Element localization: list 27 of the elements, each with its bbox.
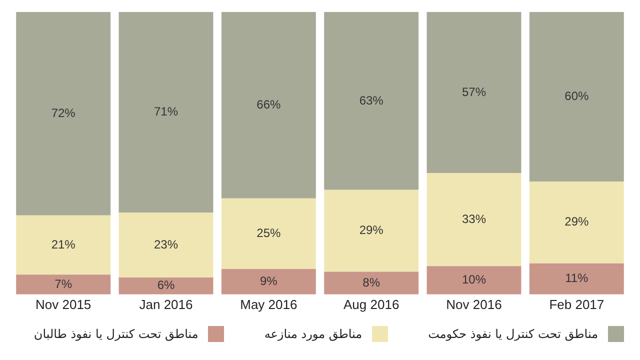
data-label: 63% xyxy=(359,93,384,108)
data-label: 11% xyxy=(565,271,589,286)
data-label: 71% xyxy=(154,104,178,119)
data-label: 72% xyxy=(51,106,76,120)
x-tick-label: Nov 2015 xyxy=(36,296,92,312)
x-tick-label: May 2016 xyxy=(240,296,298,312)
x-tick-label: Nov 2016 xyxy=(446,296,502,312)
x-tick-label: Jan 2016 xyxy=(139,296,193,312)
legend-label: مناطق تحت کنترل یا نفوذ طالبان xyxy=(34,327,198,341)
legend-label: مناطق تحت کنترل یا نفوذ حکومت xyxy=(428,327,598,341)
data-label: 7% xyxy=(54,276,72,291)
data-label: 23% xyxy=(154,237,178,252)
data-label: 9% xyxy=(260,274,278,288)
x-tick-label: Feb 2017 xyxy=(549,296,604,312)
data-label: 10% xyxy=(462,272,486,287)
data-label: 60% xyxy=(564,89,589,104)
data-label: 6% xyxy=(157,278,175,292)
data-label: 66% xyxy=(256,98,281,112)
data-label: 33% xyxy=(462,212,486,226)
data-label: 25% xyxy=(256,226,281,240)
data-label: 8% xyxy=(362,275,380,290)
data-label: 29% xyxy=(359,223,384,238)
legend-label: مناطق مورد منازعه xyxy=(264,327,362,341)
data-label: 29% xyxy=(564,214,589,229)
x-tick-label: Aug 2016 xyxy=(343,296,400,312)
data-label: 21% xyxy=(51,237,76,252)
data-label: 57% xyxy=(462,84,486,99)
